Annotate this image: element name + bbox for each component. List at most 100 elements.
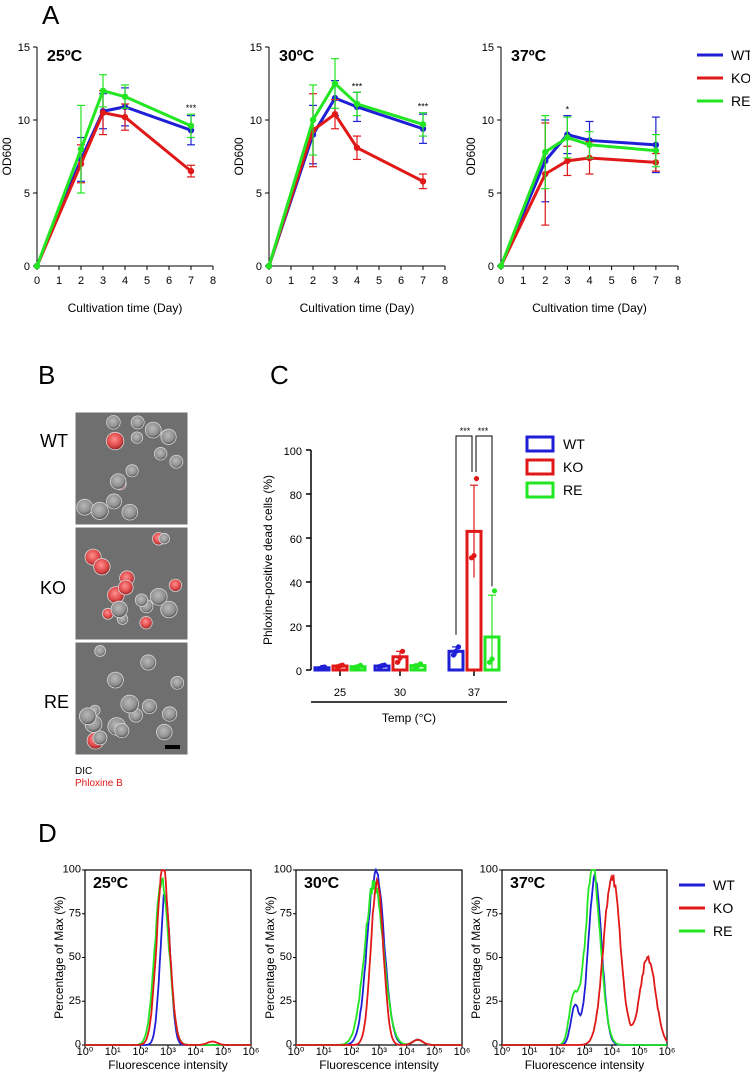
x-tick-label: 37 <box>468 687 480 699</box>
data-point-RE <box>542 148 549 156</box>
y-tick-label: 75 <box>486 907 498 919</box>
micrograph-border <box>74 411 189 526</box>
temp-label: 37ºC <box>510 875 546 892</box>
x-axis-label: Temp (°C) <box>382 711 436 725</box>
caption-phloxine: Phloxine B <box>75 778 123 789</box>
cell <box>130 431 144 444</box>
x-tick-label: 10¹ <box>316 1046 332 1058</box>
data-point-KO <box>339 662 346 668</box>
x-tick-label: 2 <box>310 275 316 287</box>
histogram-curve-KO <box>502 873 668 1046</box>
cell <box>154 447 168 461</box>
x-axis-label: Cultivation time (Day) <box>68 301 183 315</box>
y-tick-label: 15 <box>250 42 262 54</box>
histogram-30ºC: 0 25 50 75 100 10⁰ 10¹ 10² 10³ 10⁴ 10⁵ 10⁶ Fluoresce… <box>263 864 470 1072</box>
temp-label: 25ºC <box>93 875 129 892</box>
x-tick-label: 10⁴ <box>187 1046 204 1058</box>
series-line-WT <box>267 96 424 267</box>
x-tick-label: 5 <box>609 275 615 287</box>
y-tick-label: 0 <box>256 261 262 273</box>
data-point-KO <box>99 109 107 116</box>
x-tick-label: 10⁰ <box>288 1046 305 1058</box>
y-tick-label: 0 <box>286 1039 292 1051</box>
caption-dic: DIC <box>75 766 92 777</box>
data-point-KO <box>187 167 195 175</box>
x-axis-label: Cultivation time (Day) <box>300 301 415 315</box>
y-axis-label: OD600 <box>464 137 478 175</box>
x-tick-label: 10⁶ <box>659 1046 676 1058</box>
legend-label-RE: RE <box>713 923 732 939</box>
x-tick-label: 7 <box>188 275 194 287</box>
x-axis-label: Fluorescence intensity <box>525 1058 644 1072</box>
x-tick-label: 10¹ <box>105 1046 121 1058</box>
plot-frame <box>295 869 463 1046</box>
temp-label: 25ºC <box>47 48 83 65</box>
histogram-37ºC: 0 25 50 75 100 10⁰ 10¹ 10² 10³ 10⁴ 10⁵ 10⁶ Fluoresce… <box>469 864 675 1072</box>
x-tick-label: 6 <box>631 275 637 287</box>
dead-cell <box>168 578 183 592</box>
series-line-WT <box>35 105 192 267</box>
micro-label-ko: KO <box>40 578 66 598</box>
y-tick-label: 100 <box>63 864 81 876</box>
cell <box>140 654 157 671</box>
y-tick-label: 0 <box>296 666 302 678</box>
data-point-RE <box>497 262 505 270</box>
cell <box>109 473 127 490</box>
cell <box>130 415 145 430</box>
x-tick-label: 10⁵ <box>426 1046 443 1058</box>
x-tick-label: 3 <box>564 275 570 287</box>
x-tick-label: 8 <box>210 275 216 287</box>
x-tick-label: 7 <box>653 275 659 287</box>
y-tick-label: 75 <box>69 907 81 919</box>
legend-panel-c: WT KO RE <box>525 435 585 499</box>
data-point-KO <box>331 110 339 118</box>
y-axis-label: Percentage of Max (%) <box>263 896 277 1019</box>
x-tick-label: 0 <box>266 275 272 287</box>
cell <box>160 428 177 445</box>
micrograph-border <box>74 641 189 756</box>
x-tick-label: 0 <box>498 275 504 287</box>
y-axis-label: OD600 <box>232 137 246 175</box>
data-point-RE <box>357 662 364 668</box>
panel-letter-c: C <box>270 360 289 390</box>
data-point-KO <box>353 144 361 151</box>
panel-d-charts: 0 25 50 75 100 10⁰ 10¹ 10² 10³ 10⁴ 10⁵ 10⁶ Fluoresce… <box>52 864 675 1072</box>
line-chart-30ºC: 0 5 10 15 0 1 2 3 4 5 6 7 8 Cultivation time (Day) OD6… <box>232 42 448 315</box>
x-tick-label: 10⁴ <box>398 1046 415 1058</box>
cell <box>121 503 139 521</box>
x-tick-label: 0 <box>34 275 40 287</box>
y-axis-label: Percentage of Max (%) <box>52 896 66 1019</box>
x-tick-label: 6 <box>166 275 172 287</box>
temp-label: 37ºC <box>511 48 547 65</box>
y-axis-label: OD600 <box>0 137 14 175</box>
micro-label-re: RE <box>44 692 69 712</box>
x-tick-label: 1 <box>56 275 62 287</box>
legend-label-RE: RE <box>731 93 750 109</box>
cell <box>110 600 128 618</box>
x-tick-label: 4 <box>122 275 128 287</box>
y-tick-label: 50 <box>69 951 81 963</box>
data-point-RE <box>586 141 593 149</box>
y-tick-label: 10 <box>250 115 262 127</box>
significance-mark: *** <box>352 81 363 91</box>
series-line-RE <box>35 89 192 267</box>
data-point-RE <box>33 262 41 270</box>
legend-label-KO: KO <box>731 70 750 86</box>
cell <box>144 421 162 439</box>
y-tick-label: 100 <box>274 864 292 876</box>
data-point-RE <box>489 656 495 662</box>
legend-swatch-RE <box>525 481 555 499</box>
y-tick-label: 0 <box>492 1039 498 1051</box>
dead-cell <box>105 431 125 451</box>
y-tick-label: 60 <box>290 534 302 546</box>
y-tick-label: 25 <box>69 995 81 1007</box>
x-tick-label: 25 <box>334 687 346 699</box>
cell <box>125 464 139 478</box>
cell <box>134 593 149 607</box>
y-tick-label: 50 <box>280 951 292 963</box>
x-tick-label: 10³ <box>371 1046 387 1058</box>
micrograph-border <box>74 526 189 641</box>
x-tick-label: 6 <box>398 275 404 287</box>
